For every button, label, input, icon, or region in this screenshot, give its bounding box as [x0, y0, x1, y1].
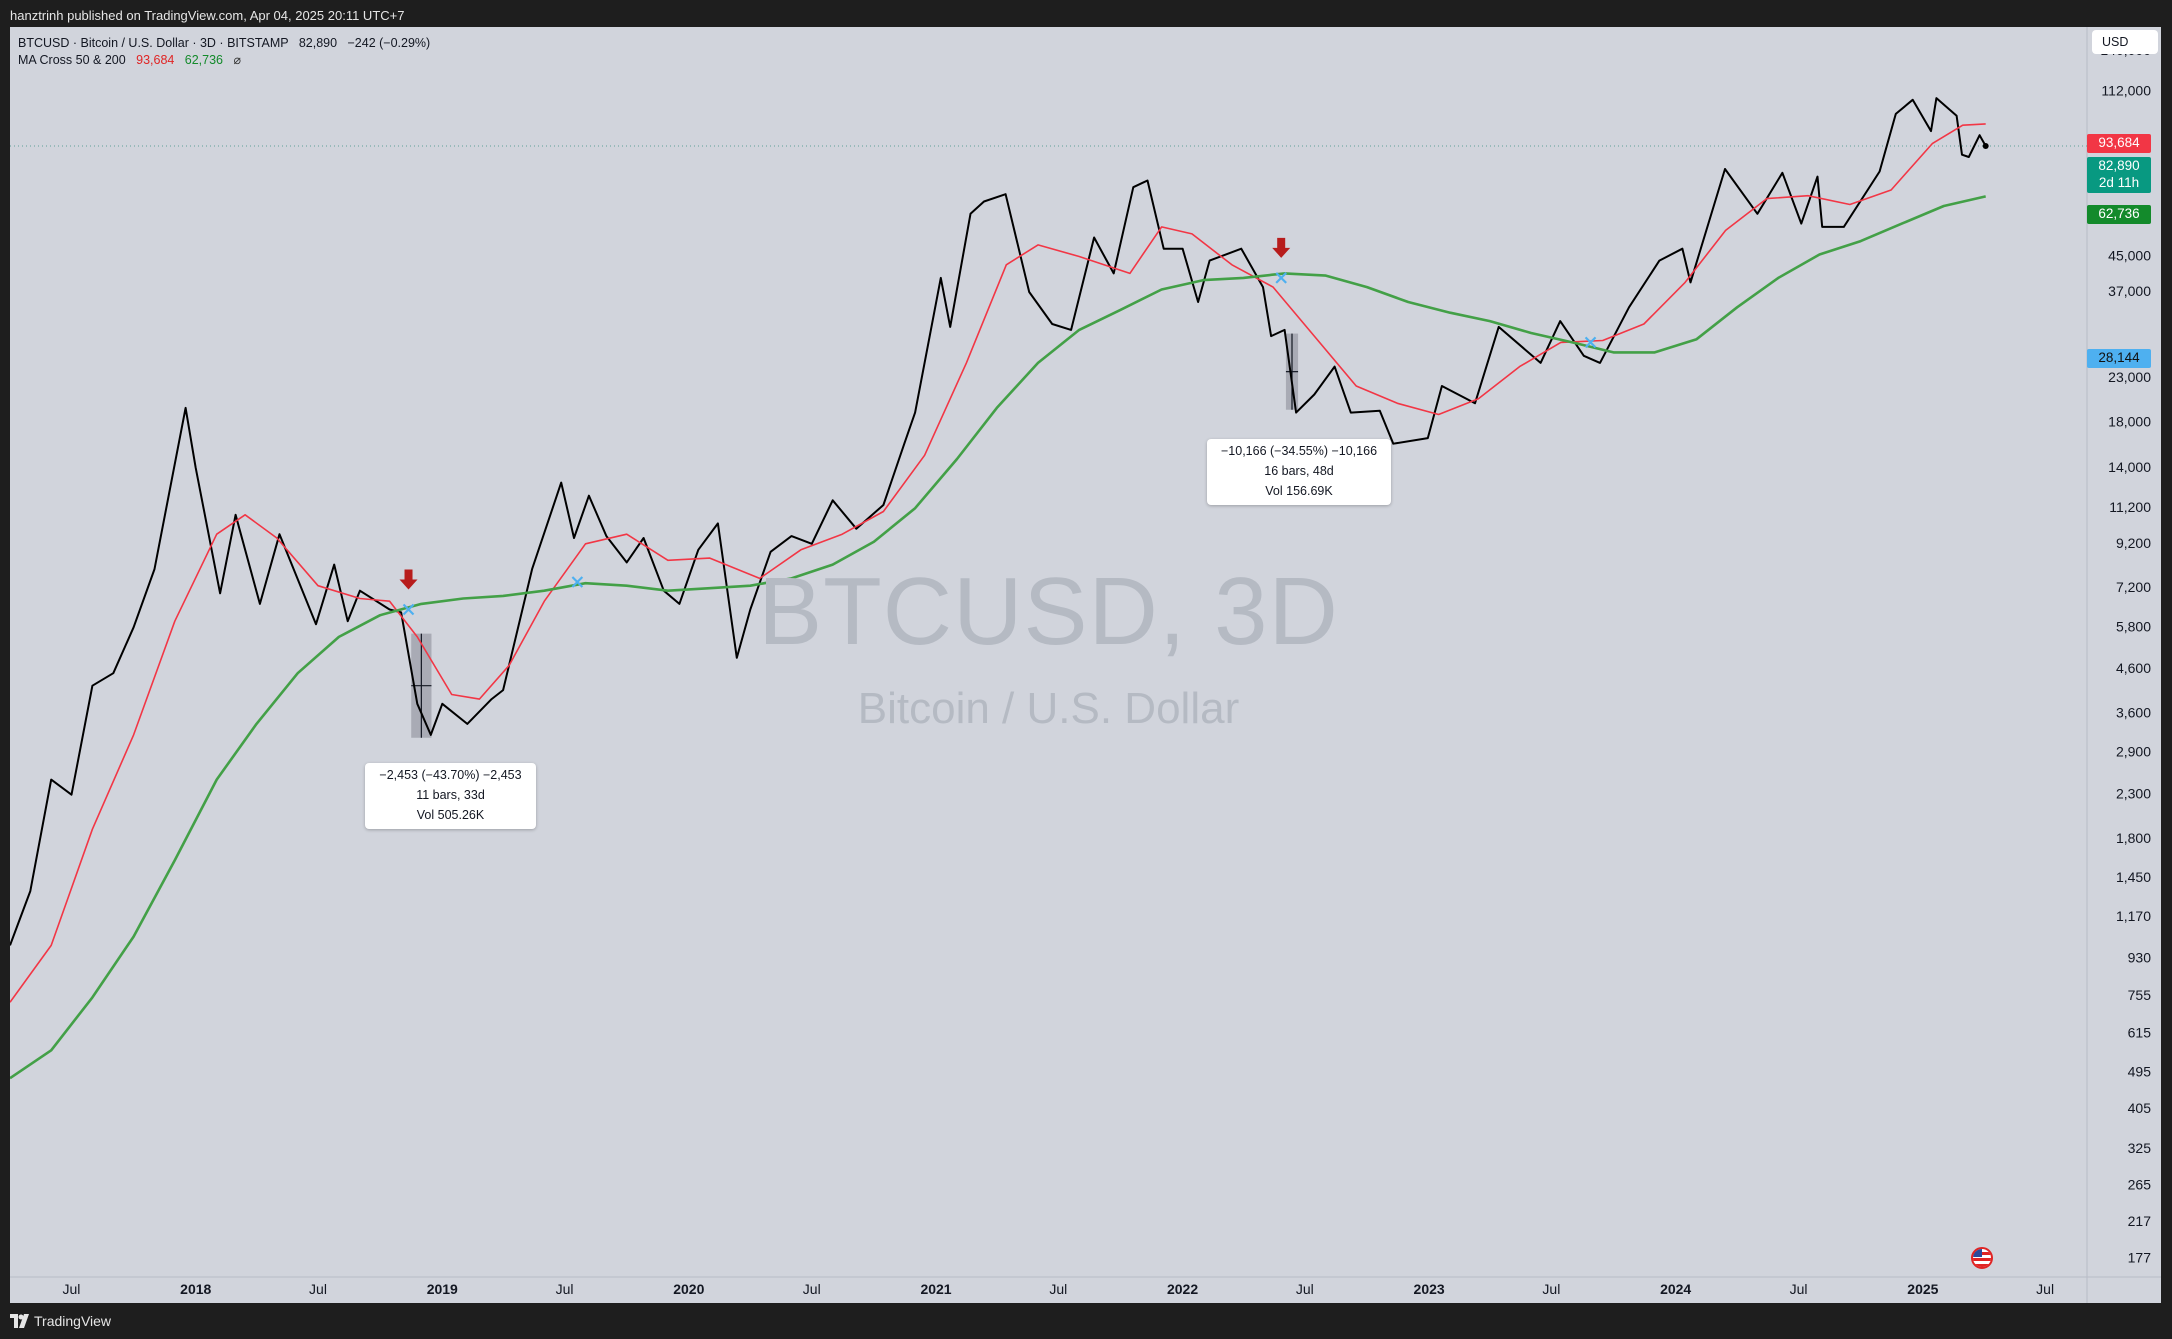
measure-change: −2,453 (−43.70%) −2,453 [379, 768, 522, 782]
y-tick-label: 4,600 [2116, 660, 2151, 676]
series-line-btcusd [10, 97, 1987, 946]
y-tick-label: 14,000 [2108, 459, 2151, 475]
y-tick-label: 23,000 [2108, 369, 2151, 385]
legend-symbol: BTCUSD · Bitcoin / U.S. Dollar · 3D · BI… [18, 36, 289, 50]
death-cross-arrow [399, 569, 418, 590]
y-tick-label: 615 [2128, 1024, 2152, 1040]
chart-legend: BTCUSD · Bitcoin / U.S. Dollar · 3D · BI… [18, 35, 430, 69]
ma200-price-tag: 62,736 [2087, 205, 2151, 224]
measure-change: −10,166 (−34.55%) −10,166 [1220, 444, 1378, 458]
x-tick-label: 2022 [1167, 1281, 1198, 1297]
x-tick-label: 2023 [1414, 1281, 1445, 1297]
y-tick-label: 495 [2128, 1064, 2152, 1080]
published-text: hanztrinh published on TradingView.com, … [10, 8, 405, 23]
indicator-settings-icon[interactable]: ⌀ [233, 53, 241, 67]
chart-svg[interactable]: 140,000112,00057,00045,00037,00023,00018… [10, 27, 2161, 1303]
y-tick-label: 3,600 [2116, 705, 2151, 721]
footer-bar: TradingView [0, 1303, 2172, 1339]
ma-cross-marker [571, 576, 584, 588]
legend-symbol-row[interactable]: BTCUSD · Bitcoin / U.S. Dollar · 3D · BI… [18, 35, 430, 52]
x-tick-label: 2018 [180, 1281, 211, 1297]
legend-indicator-row[interactable]: MA Cross 50 & 200 93,684 62,736 ⌀ [18, 52, 430, 69]
y-tick-label: 11,200 [2109, 499, 2151, 515]
y-tick-label: 755 [2128, 987, 2152, 1003]
y-tick-label: 265 [2128, 1177, 2152, 1193]
measure-info-2022: −10,166 (−34.55%) −10,166 16 bars, 48d V… [1207, 439, 1391, 505]
x-tick-label: Jul [803, 1281, 821, 1297]
legend-ma50-value: 93,684 [136, 53, 175, 67]
measure-volume: Vol 156.69K [1265, 484, 1333, 498]
x-tick-label: 2019 [427, 1281, 458, 1297]
x-tick-label: Jul [1542, 1281, 1560, 1297]
last-price-tag: 82,890 2d 11h [2087, 157, 2151, 193]
y-tick-label: 930 [2128, 950, 2152, 966]
currency-selector[interactable]: USD [2092, 30, 2158, 54]
x-tick-label: 2025 [1907, 1281, 1938, 1297]
x-tick-label: Jul [2036, 1281, 2054, 1297]
x-tick-label: Jul [556, 1281, 574, 1297]
measure-bars: 11 bars, 33d [416, 788, 485, 802]
y-tick-label: 217 [2128, 1213, 2152, 1229]
x-tick-label: Jul [1296, 1281, 1314, 1297]
death-cross-arrow [1272, 237, 1291, 258]
alert-price-tag[interactable]: 28,144 [2087, 349, 2151, 368]
series-line-ma-200 [10, 195, 1986, 1080]
us-flag-icon[interactable] [1971, 1247, 1993, 1269]
y-tick-label: 9,200 [2116, 535, 2151, 551]
ma50-price-tag: 93,684 [2087, 134, 2151, 153]
top-bar: hanztrinh published on TradingView.com, … [0, 0, 2172, 28]
ma-cross-marker [1275, 272, 1287, 284]
legend-change: −242 (−0.29%) [347, 36, 431, 50]
measure-bars: 16 bars, 48d [1264, 464, 1334, 478]
legend-ma200-value: 62,736 [184, 53, 224, 67]
y-tick-label: 18,000 [2108, 413, 2151, 429]
series-line-ma-50 [10, 123, 1986, 1003]
last-price-value: 82,890 [2098, 158, 2140, 173]
y-tick-label: 37,000 [2108, 283, 2151, 299]
x-tick-label: Jul [1049, 1281, 1067, 1297]
x-tick-label: Jul [309, 1281, 327, 1297]
x-tick-label: Jul [1790, 1281, 1808, 1297]
y-tick-label: 325 [2128, 1140, 2152, 1156]
last-price-dot [1982, 143, 1989, 150]
ma-cross-marker [402, 603, 415, 616]
tradingview-brand[interactable]: TradingView [34, 1313, 112, 1329]
y-tick-label: 177 [2128, 1250, 2152, 1266]
x-tick-label: 2021 [920, 1281, 951, 1297]
y-tick-label: 5,800 [2116, 618, 2151, 634]
legend-last-price: 82,890 [298, 36, 338, 50]
measure-info-2018: −2,453 (−43.70%) −2,453 11 bars, 33d Vol… [365, 763, 536, 829]
x-tick-label: 2024 [1660, 1281, 1691, 1297]
bar-countdown: 2d 11h [2098, 175, 2140, 190]
chart-pane[interactable]: 140,000112,00057,00045,00037,00023,00018… [10, 27, 2161, 1303]
tradingview-logo-icon[interactable] [10, 1314, 30, 1328]
y-tick-label: 1,450 [2116, 869, 2151, 885]
ma-cross-marker [1584, 336, 1597, 349]
y-tick-label: 1,170 [2116, 908, 2151, 924]
y-tick-label: 405 [2128, 1100, 2152, 1116]
y-tick-label: 2,300 [2116, 786, 2151, 802]
legend-indicator-name: MA Cross 50 & 200 [18, 53, 126, 67]
x-tick-label: 2020 [673, 1281, 704, 1297]
watermark-description: Bitcoin / U.S. Dollar [857, 684, 1240, 733]
y-tick-label: 7,200 [2116, 579, 2151, 595]
y-tick-label: 1,800 [2116, 830, 2151, 846]
y-tick-label: 112,000 [2101, 83, 2151, 99]
x-tick-label: Jul [63, 1281, 81, 1297]
y-tick-label: 2,900 [2116, 744, 2151, 760]
watermark-symbol: BTCUSD, 3D [758, 558, 1339, 665]
measure-volume: Vol 505.26K [416, 808, 485, 822]
y-tick-label: 45,000 [2108, 248, 2151, 264]
